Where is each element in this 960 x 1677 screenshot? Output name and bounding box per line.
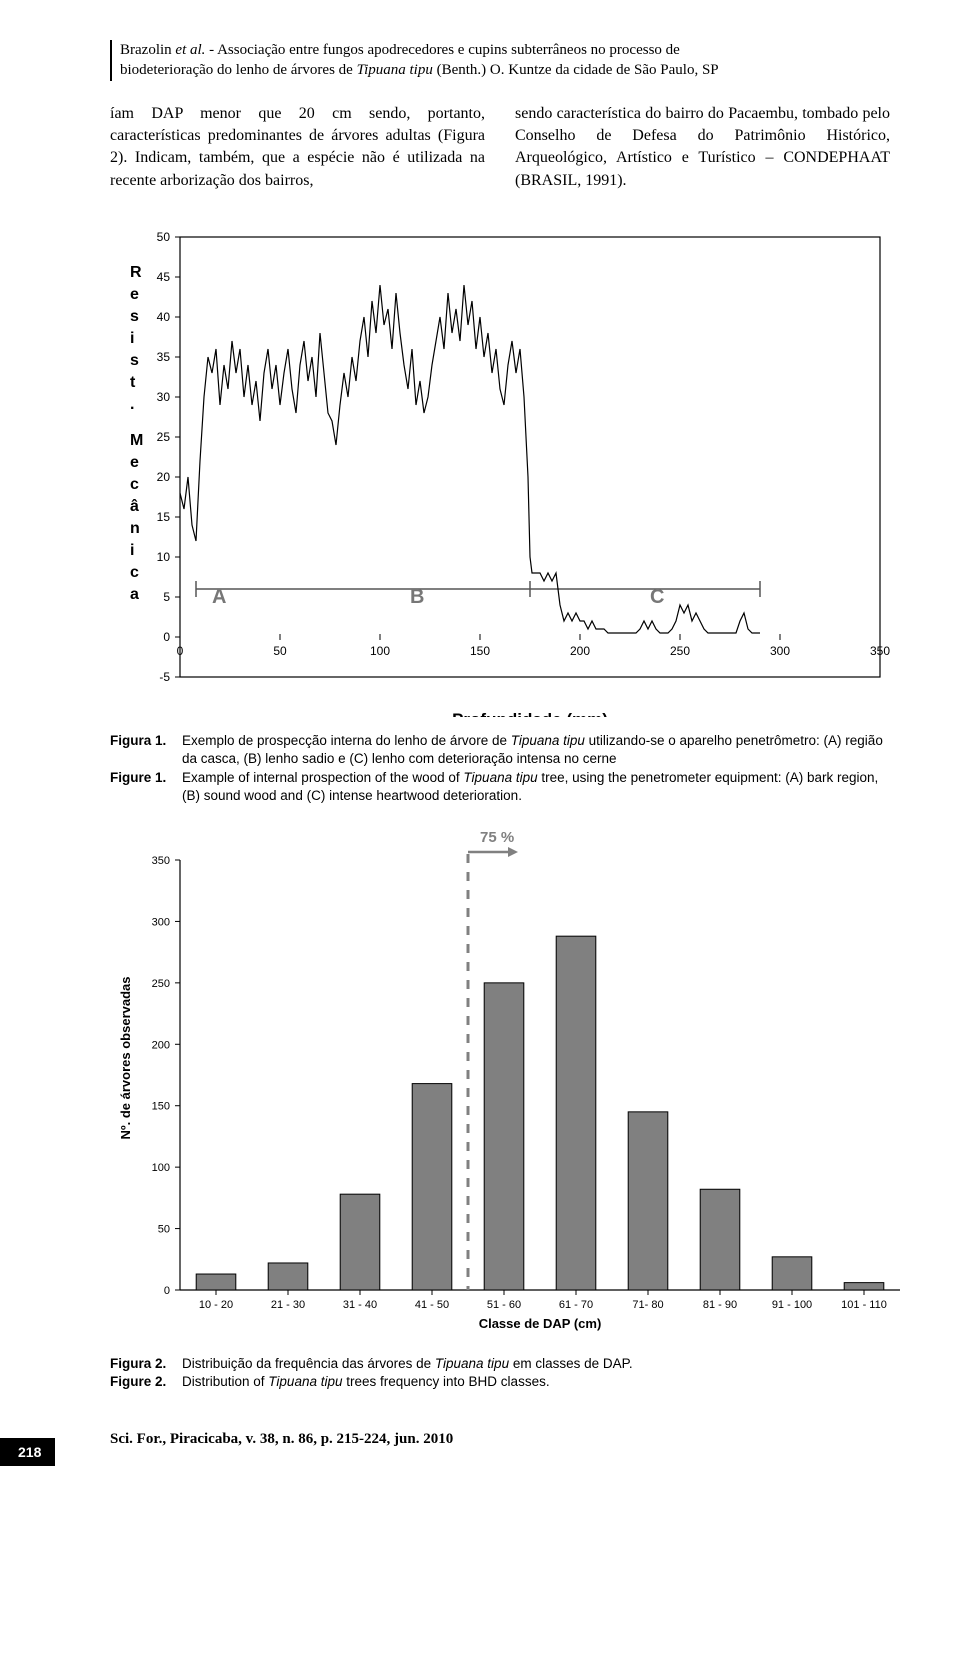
figure-2-chart: 0 50 100 150 200 250 300 350 10 - 20 21 - 30 31 - …: [110, 830, 910, 1340]
svg-text:i: i: [130, 542, 134, 559]
fig1-label-pt: Figura 1.: [110, 732, 182, 768]
head-title-1: - Associação entre fungos apodrecedores …: [205, 42, 679, 58]
head-title-2b: (Benth.) O. Kuntze da cidade de São Paul…: [433, 62, 719, 78]
svg-text:50: 50: [273, 644, 287, 658]
svg-text:B: B: [410, 586, 424, 608]
svg-text:Profundidade (mm): Profundidade (mm): [452, 710, 608, 717]
svg-text:75 %: 75 %: [480, 830, 514, 846]
svg-text:21 - 30: 21 - 30: [271, 1299, 305, 1311]
svg-text:.: .: [130, 396, 134, 413]
fig2-text-pt: Distribuição da frequência das árvores d…: [182, 1355, 890, 1373]
svg-text:101 - 110: 101 - 110: [841, 1299, 887, 1311]
svg-text:e: e: [130, 286, 139, 303]
svg-text:30: 30: [157, 390, 171, 404]
svg-text:R: R: [130, 264, 142, 281]
svg-text:25: 25: [157, 430, 171, 444]
svg-text:s: s: [130, 308, 139, 325]
fig1-text-pt: Exemplo de prospecção interna do lenho d…: [182, 732, 890, 768]
svg-text:250: 250: [152, 978, 170, 990]
svg-text:300: 300: [770, 644, 790, 658]
svg-text:Nº. de árvores observadas: Nº. de árvores observadas: [118, 976, 133, 1139]
svg-text:-5: -5: [159, 670, 170, 684]
svg-text:91 - 100: 91 - 100: [772, 1299, 812, 1311]
figure-1-wrap: -5 0 5 10 15 20 25 30 35 40 45 50 0 50 100 150 200 250 300…: [110, 217, 890, 717]
svg-text:150: 150: [152, 1101, 170, 1113]
svg-text:150: 150: [470, 644, 490, 658]
svg-text:31 - 40: 31 - 40: [343, 1299, 377, 1311]
svg-text:15: 15: [157, 510, 171, 524]
svg-text:i: i: [130, 330, 134, 347]
running-head: Brazolin et al. - Associação entre fungo…: [110, 40, 890, 81]
svg-text:0: 0: [177, 644, 184, 658]
svg-text:M: M: [130, 432, 143, 449]
body-columns: íam DAP menor que 20 cm sendo, portanto,…: [110, 103, 890, 193]
svg-text:10 - 20: 10 - 20: [199, 1299, 233, 1311]
svg-text:s: s: [130, 352, 139, 369]
figure-2-caption: Figura 2. Distribuição da frequência das…: [110, 1355, 890, 1391]
svg-text:C: C: [650, 586, 664, 608]
svg-text:250: 250: [670, 644, 690, 658]
figure-2-wrap: 0 50 100 150 200 250 300 350 10 - 20 21 - 30 31 - …: [110, 830, 890, 1340]
svg-text:â: â: [130, 498, 139, 515]
page-number: 218: [0, 1438, 55, 1466]
head-species: Tipuana tipu: [357, 62, 433, 78]
head-etal: et al.: [175, 42, 205, 58]
svg-text:t: t: [130, 374, 136, 391]
svg-text:71- 80: 71- 80: [632, 1299, 663, 1311]
svg-text:61 - 70: 61 - 70: [559, 1299, 593, 1311]
fig1-label-en: Figure 1.: [110, 769, 182, 805]
svg-text:0: 0: [164, 1285, 170, 1297]
fig2-text-en: Distribution of Tipuana tipu trees frequ…: [182, 1373, 890, 1391]
svg-text:200: 200: [152, 1039, 170, 1051]
footer-reference: Sci. For., Piracicaba, v. 38, n. 86, p. …: [110, 1431, 890, 1448]
svg-text:40: 40: [157, 310, 171, 324]
svg-text:45: 45: [157, 270, 171, 284]
svg-text:350: 350: [870, 644, 890, 658]
svg-text:10: 10: [157, 550, 171, 564]
fig1-text-en: Example of internal prospection of the w…: [182, 769, 890, 805]
head-title-2a: biodeterioração do lenho de árvores de: [120, 62, 357, 78]
svg-text:35: 35: [157, 350, 171, 364]
svg-text:e: e: [130, 454, 139, 471]
body-col-right: sendo característica do bairro do Pacaem…: [515, 103, 890, 193]
fig2-label-en: Figure 2.: [110, 1373, 182, 1391]
svg-text:c: c: [130, 476, 139, 493]
figure-1-caption: Figura 1. Exemplo de prospecção interna …: [110, 732, 890, 805]
svg-text:200: 200: [570, 644, 590, 658]
svg-text:350: 350: [152, 855, 170, 867]
svg-text:A: A: [212, 586, 226, 608]
svg-text:20: 20: [157, 470, 171, 484]
svg-text:100: 100: [152, 1162, 170, 1174]
body-col-left: íam DAP menor que 20 cm sendo, portanto,…: [110, 103, 485, 193]
svg-text:a: a: [130, 586, 139, 603]
svg-text:c: c: [130, 564, 139, 581]
svg-text:Classe de DAP (cm): Classe de DAP (cm): [479, 1316, 602, 1331]
svg-text:100: 100: [370, 644, 390, 658]
svg-text:50: 50: [158, 1224, 170, 1236]
svg-text:300: 300: [152, 916, 170, 928]
svg-text:41 - 50: 41 - 50: [415, 1299, 449, 1311]
head-author: Brazolin: [120, 42, 175, 58]
svg-text:n: n: [130, 520, 140, 537]
figure-1-chart: -5 0 5 10 15 20 25 30 35 40 45 50 0 50 100 150 200 250 300…: [110, 217, 890, 717]
svg-text:81 - 90: 81 - 90: [703, 1299, 737, 1311]
svg-text:5: 5: [163, 590, 170, 604]
svg-text:51 - 60: 51 - 60: [487, 1299, 521, 1311]
svg-text:0: 0: [163, 630, 170, 644]
fig2-label-pt: Figura 2.: [110, 1355, 182, 1373]
svg-text:50: 50: [157, 230, 171, 244]
